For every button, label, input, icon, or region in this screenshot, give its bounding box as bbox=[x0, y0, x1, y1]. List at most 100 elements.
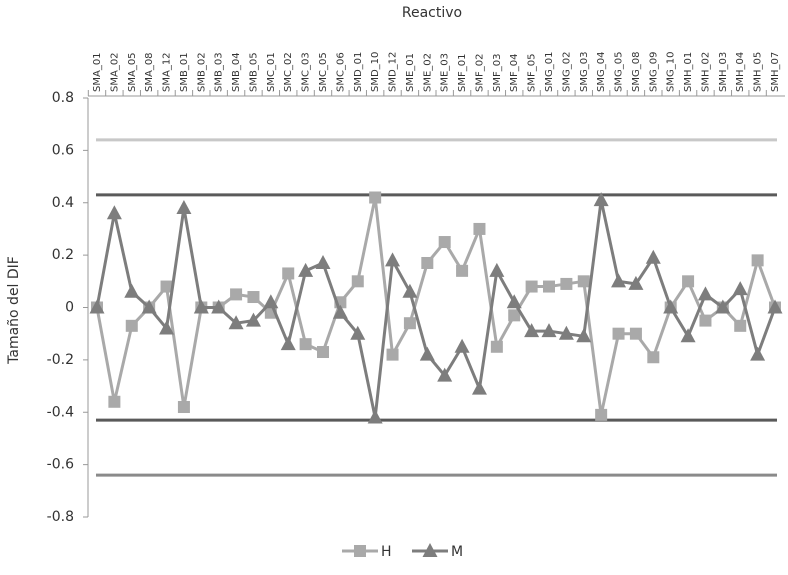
marker bbox=[177, 401, 190, 414]
marker bbox=[245, 312, 261, 327]
x-tick-label: SMA_02 bbox=[109, 52, 120, 92]
x-tick-label: SMB_01 bbox=[179, 52, 190, 92]
x-tick-label: SMG_05 bbox=[614, 52, 625, 92]
x-tick-label: SMB_02 bbox=[196, 52, 207, 92]
x-tick-label: SMC_03 bbox=[301, 52, 312, 92]
x-tick-label: SMB_04 bbox=[231, 52, 242, 92]
marker bbox=[751, 254, 764, 267]
legend-label: H bbox=[381, 544, 392, 560]
marker bbox=[228, 315, 244, 330]
x-tick-label: SMC_02 bbox=[283, 52, 294, 92]
marker bbox=[421, 256, 434, 269]
marker bbox=[89, 299, 105, 314]
y-tick-label: 0.4 bbox=[52, 195, 74, 211]
marker bbox=[351, 275, 364, 288]
x-tick-label: SMF_05 bbox=[527, 54, 538, 92]
marker bbox=[159, 320, 175, 335]
marker bbox=[125, 319, 138, 332]
y-tick-label: 0.8 bbox=[52, 90, 74, 106]
marker bbox=[141, 299, 157, 314]
marker bbox=[595, 408, 608, 421]
x-tick-label: SMC_05 bbox=[318, 52, 329, 92]
marker bbox=[611, 273, 627, 288]
marker bbox=[471, 380, 487, 395]
marker bbox=[473, 222, 486, 235]
y-tick-label: -0.6 bbox=[47, 457, 74, 473]
marker bbox=[577, 275, 590, 288]
marker bbox=[647, 351, 660, 364]
marker bbox=[193, 299, 209, 314]
y-tick-label: 0 bbox=[65, 300, 74, 316]
marker bbox=[732, 281, 748, 296]
x-tick-label: SME_02 bbox=[422, 53, 433, 92]
marker bbox=[403, 317, 416, 330]
marker bbox=[489, 262, 505, 277]
x-tick-label: SMH_01 bbox=[683, 52, 694, 92]
marker bbox=[280, 336, 296, 351]
marker bbox=[230, 288, 243, 301]
marker bbox=[282, 267, 295, 280]
y-tick-label: 0.6 bbox=[52, 142, 74, 158]
marker bbox=[386, 348, 399, 361]
marker bbox=[315, 254, 331, 269]
x-tick-label: SMG_08 bbox=[631, 52, 642, 92]
y-tick-label: -0.8 bbox=[47, 509, 74, 525]
x-tick-label: SMG_02 bbox=[561, 52, 572, 92]
x-tick-label: SMD_12 bbox=[388, 52, 399, 92]
x-tick-label: SMG_01 bbox=[544, 52, 555, 92]
marker bbox=[767, 299, 783, 314]
marker bbox=[699, 314, 712, 327]
x-tick-label: SMF_03 bbox=[492, 54, 503, 92]
marker bbox=[576, 328, 592, 343]
x-tick-label: SMG_10 bbox=[666, 52, 677, 92]
x-tick-label: SMF_04 bbox=[509, 54, 520, 92]
x-tick-label: SMH_02 bbox=[700, 52, 711, 92]
y-tick-label: 0.2 bbox=[52, 247, 74, 263]
x-tick-label: SMA_12 bbox=[162, 52, 173, 92]
marker bbox=[332, 304, 348, 319]
marker bbox=[508, 309, 521, 322]
marker bbox=[715, 299, 731, 314]
marker bbox=[750, 346, 766, 361]
marker bbox=[543, 280, 555, 293]
x-tick-label: SMA_05 bbox=[127, 52, 138, 92]
marker bbox=[263, 294, 279, 309]
x-tick-label: SMB_05 bbox=[248, 52, 259, 92]
marker bbox=[645, 249, 661, 264]
marker bbox=[506, 294, 522, 309]
marker bbox=[299, 338, 312, 351]
x-tick-label: SMF_02 bbox=[474, 54, 485, 92]
x-tick-label: SMG_09 bbox=[648, 52, 659, 92]
marker bbox=[663, 299, 679, 314]
marker bbox=[525, 280, 538, 293]
series-line bbox=[95, 199, 777, 418]
x-tick-label: SMA_08 bbox=[144, 52, 155, 92]
marker bbox=[422, 543, 438, 557]
x-tick-label: SMG_04 bbox=[596, 52, 607, 92]
marker bbox=[438, 236, 451, 249]
x-tick-label: SMH_05 bbox=[753, 52, 764, 92]
x-tick-label: SMH_03 bbox=[718, 52, 729, 92]
marker bbox=[402, 283, 418, 298]
marker bbox=[354, 545, 366, 557]
marker bbox=[350, 325, 366, 340]
marker bbox=[369, 191, 382, 204]
marker bbox=[419, 346, 435, 361]
marker bbox=[106, 205, 122, 220]
x-tick-label: SMD_10 bbox=[370, 52, 381, 92]
marker bbox=[456, 264, 469, 277]
y-tick-label: -0.2 bbox=[47, 352, 74, 368]
marker bbox=[628, 275, 644, 290]
marker bbox=[541, 323, 557, 338]
marker bbox=[160, 280, 173, 293]
x-tick-label: SMH_04 bbox=[735, 52, 746, 92]
marker bbox=[367, 409, 383, 424]
legend-entry: M bbox=[412, 543, 463, 560]
marker bbox=[454, 338, 470, 353]
x-tick-label: SMA_01 bbox=[92, 52, 103, 92]
marker bbox=[629, 327, 642, 340]
marker bbox=[385, 252, 401, 267]
marker bbox=[108, 395, 121, 408]
y-axis-title: Tamaño del DIF bbox=[6, 256, 22, 365]
